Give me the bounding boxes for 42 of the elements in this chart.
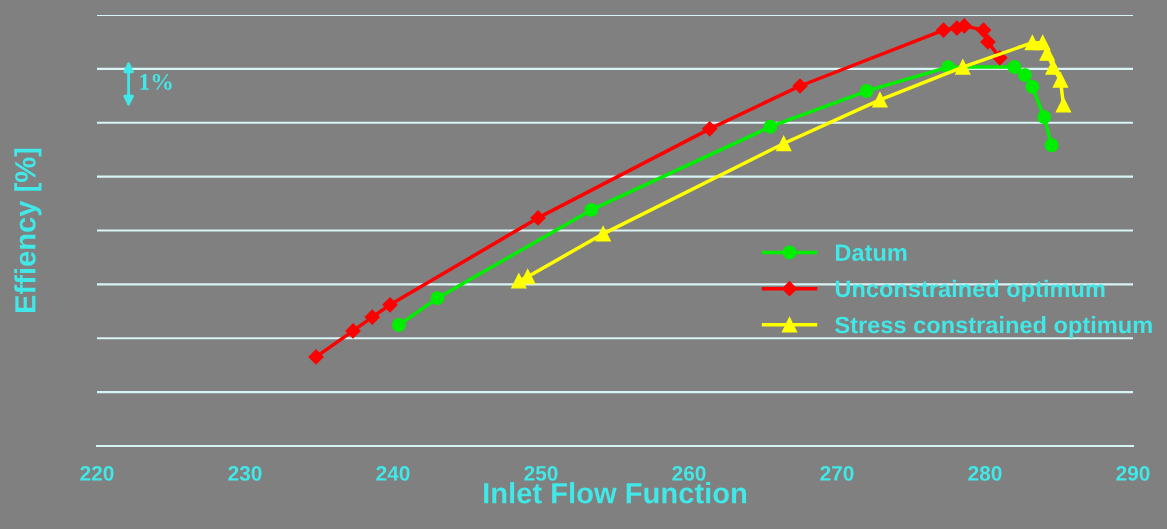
- point: [1055, 97, 1072, 113]
- point: [530, 210, 546, 226]
- x-tick-label: 220: [80, 465, 114, 481]
- point: [776, 135, 792, 152]
- x-axis-title: Inlet Flow Function: [484, 482, 747, 504]
- point: [975, 22, 992, 38]
- point: [1052, 72, 1069, 88]
- x-tick-label: 280: [968, 465, 1002, 481]
- point: [345, 323, 361, 339]
- point: [980, 34, 996, 50]
- point: [364, 309, 380, 325]
- legend-label: Stress constrained optimum: [835, 316, 1152, 339]
- y-axis-title: Effiency [%]: [14, 148, 42, 313]
- point: [935, 22, 952, 38]
- point: [382, 297, 398, 313]
- x-tick-label: 250: [524, 465, 558, 481]
- point: [1018, 68, 1032, 83]
- x-tick-label: 260: [672, 465, 706, 481]
- point: [702, 121, 718, 137]
- x-tick-label: 240: [376, 465, 410, 481]
- point: [308, 349, 324, 365]
- point: [859, 84, 874, 98]
- point: [511, 273, 527, 289]
- x-tick-label: 270: [820, 465, 854, 481]
- point: [955, 59, 971, 75]
- point: [1037, 110, 1052, 125]
- point: [1007, 60, 1022, 75]
- legend-label: Datum: [835, 244, 907, 261]
- point: [584, 202, 599, 217]
- x-tick-label: 230: [228, 465, 262, 481]
- point: [595, 226, 611, 242]
- annotation: 1%: [140, 73, 172, 90]
- point: [763, 119, 778, 134]
- x-tick-label: 290: [1116, 465, 1150, 481]
- point: [1044, 138, 1059, 153]
- point: [872, 92, 888, 108]
- legend-label: Unconstrained optimum: [835, 279, 1105, 302]
- point: [1025, 79, 1040, 94]
- point: [430, 291, 445, 306]
- point: [391, 318, 406, 332]
- point: [792, 78, 808, 94]
- point: [1045, 59, 1061, 75]
